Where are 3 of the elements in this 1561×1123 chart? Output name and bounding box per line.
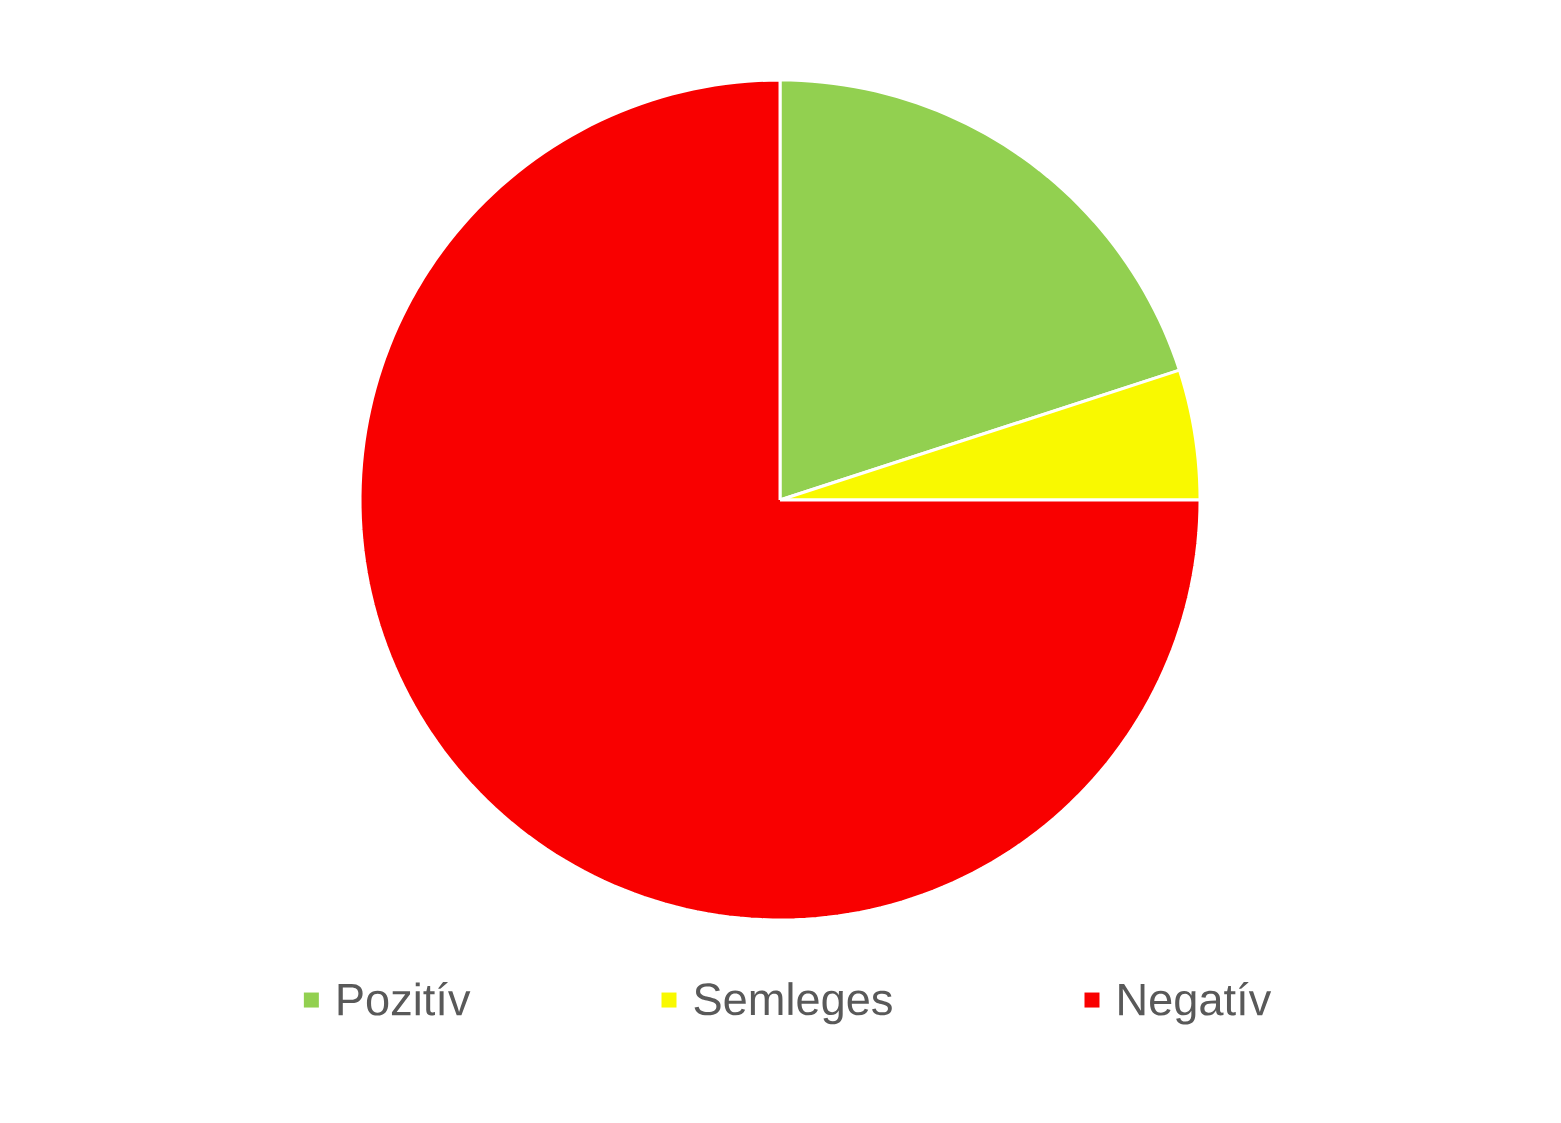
legend-label: Semleges bbox=[694, 982, 892, 1025]
legend-label: Negatív bbox=[1119, 981, 1272, 1025]
legend-label: Pozitív bbox=[338, 981, 471, 1016]
